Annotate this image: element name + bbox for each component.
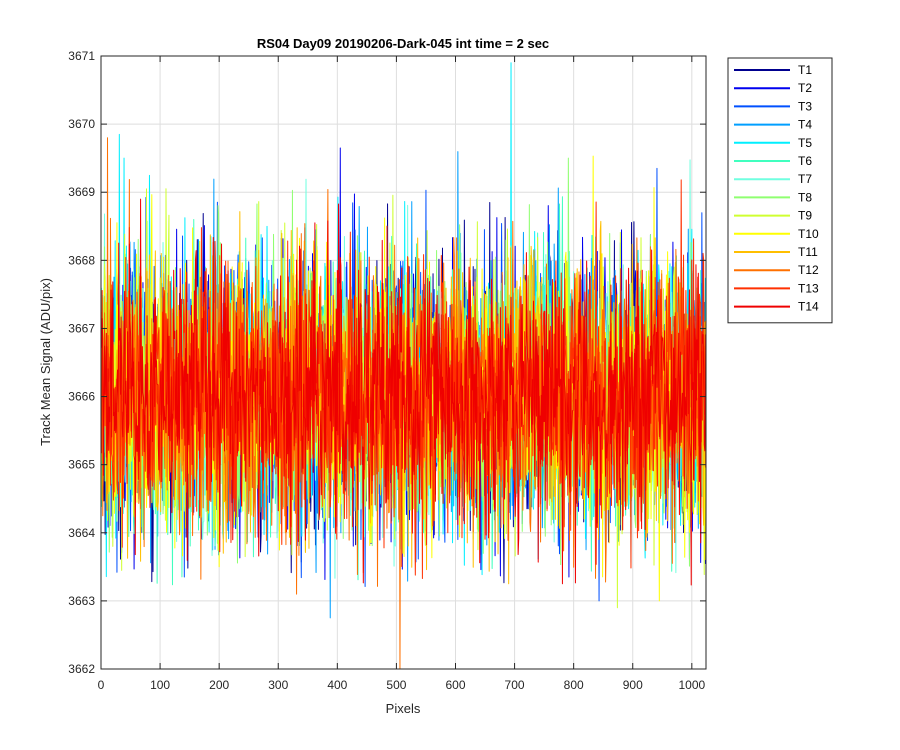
y-tick-label: 3664: [68, 526, 95, 540]
legend-label-t3: T3: [798, 99, 812, 113]
series-lines: [101, 62, 706, 669]
y-tick-label: 3671: [68, 49, 95, 63]
legend-label-t2: T2: [798, 81, 812, 95]
legend-label-t1: T1: [798, 63, 812, 77]
x-tick-label: 800: [564, 678, 584, 692]
legend-label-t13: T13: [798, 281, 819, 295]
x-tick-label: 600: [445, 678, 465, 692]
axes-box: [100, 55, 707, 670]
legend-label-t9: T9: [798, 209, 812, 223]
legend-label-t4: T4: [798, 118, 812, 132]
series-line-t13: [101, 179, 706, 579]
y-tick-label: 3667: [68, 321, 95, 335]
x-tick-label: 400: [327, 678, 347, 692]
y-tick-label: 3668: [68, 253, 95, 267]
y-tick-label: 3665: [68, 458, 95, 472]
y-axis-label: Track Mean Signal (ADU/pix): [38, 278, 53, 446]
x-tick-label: 100: [150, 678, 170, 692]
x-tick-label: 1000: [678, 678, 705, 692]
legend-label-t14: T14: [798, 300, 819, 314]
x-tick-label: 700: [505, 678, 525, 692]
chart-title: RS04 Day09 20190206-Dark-045 int time = …: [257, 36, 549, 51]
x-tick-label: 300: [268, 678, 288, 692]
y-tick-label: 3662: [68, 662, 95, 676]
legend-box: [727, 57, 833, 324]
legend-label-t10: T10: [798, 227, 819, 241]
legend-label-t11: T11: [798, 245, 818, 259]
x-axis-label: Pixels: [386, 701, 421, 716]
x-tick-label: 0: [98, 678, 105, 692]
y-tick-label: 3670: [68, 117, 95, 131]
x-tick-label: 200: [209, 678, 229, 692]
axis-ticks: 0 100 200 300 400 500 600 700 800 900 1000 3662 3663…: [68, 49, 706, 692]
x-tick-label: 900: [623, 678, 643, 692]
legend-label-t7: T7: [798, 172, 812, 186]
y-tick-label: 3669: [68, 185, 95, 199]
y-tick-label: 3666: [68, 390, 95, 404]
y-tick-label: 3663: [68, 594, 95, 608]
x-tick-label: 500: [386, 678, 406, 692]
legend-label-t8: T8: [798, 190, 812, 204]
legend-label-t6: T6: [798, 154, 812, 168]
legend-label-t5: T5: [798, 136, 812, 150]
series-line-t14: [101, 198, 706, 586]
legend: T1 T2 T3 T4 T5 T6 T7 T8 T9 T10 T11 T12 T13 T14: [727, 57, 833, 324]
legend-label-t12: T12: [798, 263, 819, 277]
